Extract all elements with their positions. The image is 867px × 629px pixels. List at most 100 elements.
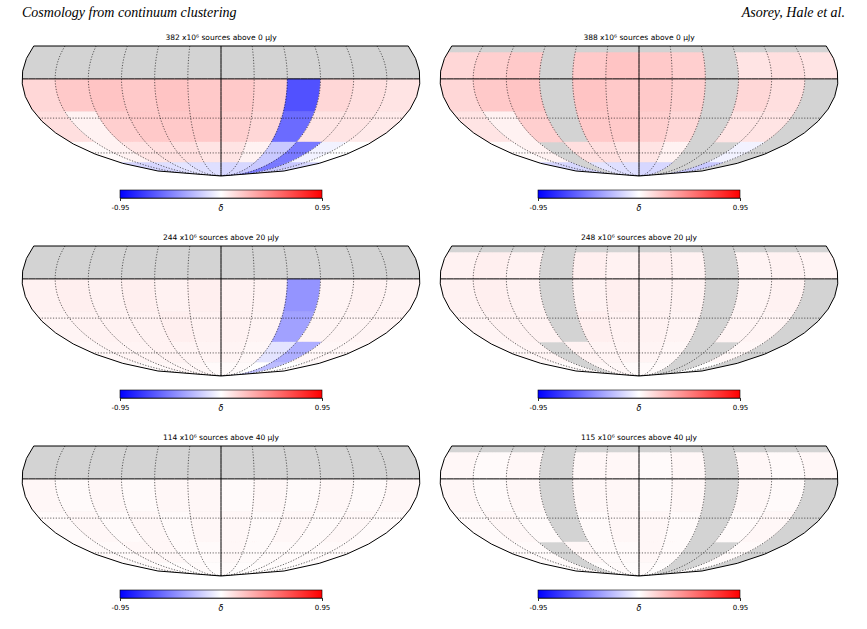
colorbar-axis: -0.95 0.95 xyxy=(111,198,330,212)
parallel xyxy=(39,518,403,519)
colorbar-tick-mark xyxy=(740,398,741,401)
density-cell xyxy=(606,79,639,112)
panel-title: 382 x10⁶ sources above 0 μJy xyxy=(165,33,277,42)
density-cell xyxy=(347,512,408,542)
colorbar-tick-mark xyxy=(322,398,323,401)
colorbar-axis-line xyxy=(539,399,741,402)
meridian xyxy=(506,246,639,376)
colorbar xyxy=(538,190,740,198)
parallel xyxy=(92,152,350,153)
masked-area xyxy=(440,46,837,176)
meridian xyxy=(573,246,639,376)
density-cell xyxy=(614,542,639,562)
colorbar-axis: -0.950.95 xyxy=(111,398,330,412)
map-outline xyxy=(440,446,837,576)
meridian xyxy=(639,446,805,576)
density-cell xyxy=(506,252,543,278)
density-cell xyxy=(155,79,190,112)
colorbar-tick: -0.95 xyxy=(529,398,547,412)
meridian xyxy=(55,46,221,176)
meridian xyxy=(506,446,639,576)
colorbar-tick-label: -0.95 xyxy=(111,204,129,212)
meridian xyxy=(221,446,222,576)
meridian xyxy=(573,446,639,576)
density-cell xyxy=(614,142,639,162)
masked-area xyxy=(440,446,837,576)
colorbar-axis: -0.95 0.95 xyxy=(529,198,748,212)
meridian xyxy=(221,446,320,576)
colorbar-tick-label: 0.95 xyxy=(315,204,331,212)
sky-panel: 248 x10⁶ sources above 20 μJy-0.950.95δ xyxy=(440,233,838,413)
density-cell xyxy=(155,279,190,312)
colorbar-tick-mark xyxy=(740,598,741,601)
parallel xyxy=(92,552,350,553)
density-cell xyxy=(221,363,322,376)
density-cell xyxy=(506,79,545,112)
density-cell xyxy=(154,363,221,376)
density-cell xyxy=(670,279,705,312)
colorbar-tick: 0.95 xyxy=(733,598,749,612)
meridian xyxy=(88,446,221,576)
meridian xyxy=(88,246,221,376)
colorbar-tick-mark xyxy=(322,598,323,601)
density-cell xyxy=(283,79,320,112)
density-cell xyxy=(221,163,322,176)
density-cell xyxy=(252,279,287,312)
meridian xyxy=(639,46,640,176)
meridian xyxy=(473,46,639,176)
colorbar-axis-line xyxy=(539,199,741,202)
panel-title: 244 x10⁶ sources above 20 μJy xyxy=(163,233,280,242)
parallel xyxy=(39,118,403,119)
meridian xyxy=(155,46,221,176)
colorbar-tick-mark xyxy=(538,198,539,201)
meridian xyxy=(122,446,221,576)
colorbar-tick: -0.95 xyxy=(529,198,547,212)
sky-panel: 114 x10⁶ sources above 40 μJy-0.950.95δ xyxy=(22,433,420,613)
meridian xyxy=(473,246,639,376)
density-cell xyxy=(538,163,639,176)
meridian xyxy=(639,246,672,376)
meridian xyxy=(221,246,287,376)
parallel xyxy=(440,478,838,479)
colorbar-tick: -0.95 xyxy=(111,198,129,212)
density-cell xyxy=(735,252,772,278)
meridian xyxy=(540,446,639,576)
density-cell xyxy=(622,163,639,176)
colorbar-label: δ xyxy=(637,604,642,613)
meridian xyxy=(188,46,221,176)
density-cell xyxy=(740,312,795,342)
colorbar xyxy=(120,590,322,598)
meridian xyxy=(639,46,772,176)
meridian xyxy=(221,246,254,376)
colorbar-tick-mark xyxy=(538,598,539,601)
map-outline xyxy=(440,46,837,176)
meridian xyxy=(639,246,640,376)
density-cell xyxy=(767,252,805,278)
meridian xyxy=(221,46,387,176)
graticule xyxy=(440,446,838,576)
density-cell xyxy=(767,452,805,478)
parallel xyxy=(440,78,838,79)
meridian xyxy=(606,46,639,176)
density-cell xyxy=(639,252,672,278)
density-cell xyxy=(614,342,639,362)
density-cell xyxy=(622,363,639,376)
meridian xyxy=(606,246,639,376)
map-outline xyxy=(22,446,419,576)
colorbar-tick: 0.95 xyxy=(315,398,331,412)
graticule xyxy=(22,46,420,176)
parallel xyxy=(22,278,420,279)
density-cell xyxy=(506,452,543,478)
density-cell xyxy=(606,52,639,78)
panel-title: 388 x10⁶ sources above 0 μJy xyxy=(583,33,695,42)
meridian xyxy=(221,246,222,376)
meridian xyxy=(639,46,805,176)
density-cell xyxy=(155,479,190,512)
meridian xyxy=(188,246,221,376)
colorbar-tick: 0.95 xyxy=(733,198,749,212)
density-cell xyxy=(506,52,543,78)
sky-panel: 115 x10⁶ sources above 40 μJy-0.950.95δ xyxy=(440,433,838,613)
colorbar-tick: -0.95 xyxy=(529,598,547,612)
colorbar-tick-label: -0.95 xyxy=(529,204,547,212)
density-cell xyxy=(190,512,221,542)
